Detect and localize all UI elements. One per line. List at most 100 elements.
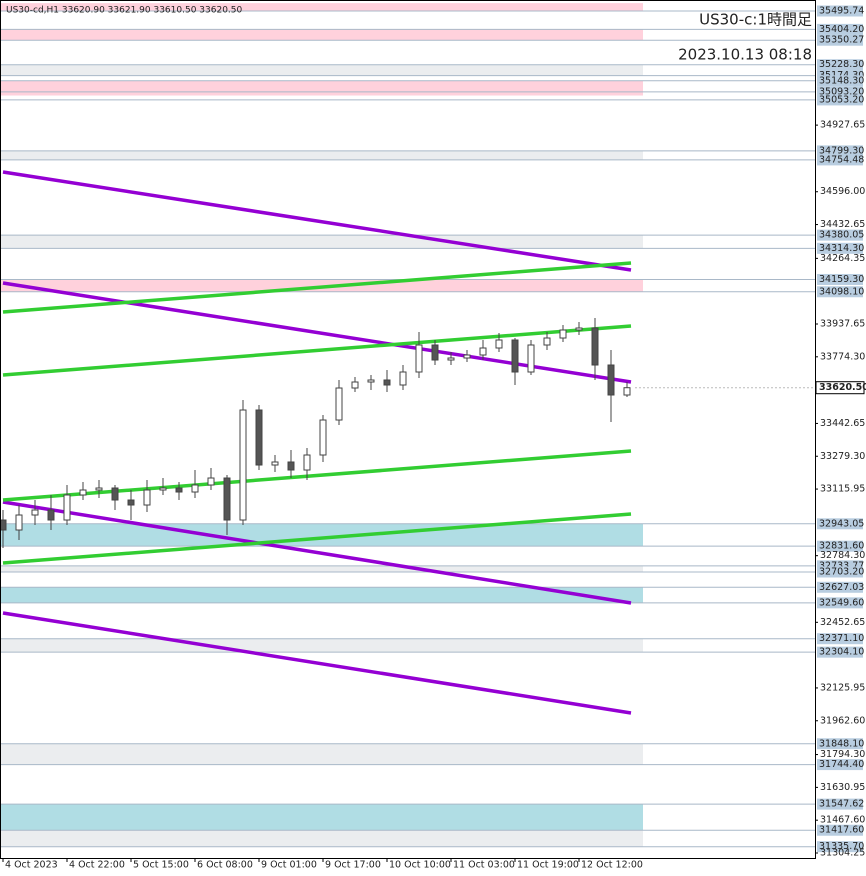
chart-title: US30-c:1時間足	[699, 11, 812, 29]
zone	[0, 235, 643, 249]
candle-body	[335, 387, 343, 421]
x-tick-label: 12 Oct 12:00	[581, 860, 643, 871]
axes: 35495.7435404.2035350.2735228.3035174.30…	[2, 5, 866, 871]
x-tick-label: 11 Oct 19:00	[517, 860, 579, 871]
level-label-box	[817, 75, 863, 87]
candle-body	[127, 499, 135, 506]
candle-body	[191, 484, 199, 493]
y-tick-label: 33774.30	[820, 351, 865, 362]
x-tick-label: 11 Oct 03:00	[453, 860, 515, 871]
level-label-box	[817, 5, 863, 17]
level-label: 31335.70	[819, 841, 864, 852]
level-label-box	[817, 145, 863, 157]
level-label: 32733.77	[819, 560, 864, 571]
level-label: 35495.74	[819, 6, 864, 17]
candle-body	[495, 339, 503, 349]
candle-body	[63, 494, 71, 521]
level-label: 31848.10	[819, 738, 864, 749]
candle-body	[559, 329, 567, 339]
level-label-box	[817, 229, 863, 241]
level-label: 32943.05	[819, 518, 864, 529]
candle-body	[207, 477, 215, 486]
level-label: 35228.30	[819, 59, 864, 70]
level-label-box	[817, 566, 863, 578]
x-tick-label: 5 Oct 15:00	[133, 860, 189, 871]
y-tick-label: 34927.65	[820, 120, 865, 131]
candle-body	[15, 514, 23, 531]
last-price-label: 33620.50	[819, 382, 866, 393]
chart-header: US30-cd,H1 33620.90 33621.90 33610.50 33…	[6, 6, 243, 16]
x-tick-label: 6 Oct 08:00	[197, 860, 253, 871]
candle-body	[607, 364, 615, 396]
level-label-box	[817, 841, 863, 853]
candle-body	[399, 371, 407, 386]
level-label-box	[817, 23, 863, 35]
trend-line	[2, 324, 632, 377]
candle-body	[0, 519, 7, 531]
y-tick-label: 31630.95	[820, 782, 865, 793]
candle-body	[175, 487, 183, 493]
level-label-box	[817, 540, 863, 552]
x-tick-label: 10 Oct 10:00	[389, 860, 451, 871]
level-label: 34159.30	[819, 274, 864, 285]
level-label: 31547.62	[819, 799, 864, 810]
level-label: 34098.10	[819, 286, 864, 297]
trend-line	[2, 170, 632, 272]
trend-line	[2, 512, 632, 565]
candle-body	[351, 381, 359, 389]
candle-body	[303, 454, 311, 471]
level-label-box	[817, 560, 863, 572]
y-tick-label: 34596.00	[820, 186, 865, 197]
y-tick-label: 33442.65	[820, 418, 865, 429]
level-label-box	[817, 759, 863, 771]
level-label: 32304.10	[819, 647, 864, 658]
candle-body	[447, 357, 455, 361]
x-tick-label: 4 Oct 2023	[5, 860, 58, 871]
candle-body	[255, 409, 263, 466]
candle-body	[591, 327, 599, 366]
level-label-box	[817, 59, 863, 71]
zone	[0, 565, 643, 572]
level-label-box	[817, 798, 863, 810]
candle-body	[159, 487, 167, 491]
level-label-box	[817, 242, 863, 254]
level-label: 35404.20	[819, 24, 864, 35]
zone	[0, 150, 643, 160]
candle-body	[111, 487, 119, 501]
y-tick-label: 34264.35	[820, 253, 865, 264]
level-label: 35350.27	[819, 35, 864, 46]
candle-body	[31, 509, 39, 516]
y-tick-label: 31962.60	[820, 715, 865, 726]
zone	[0, 743, 643, 765]
level-label-box	[817, 824, 863, 836]
candle-body	[239, 409, 247, 521]
candle-body	[271, 461, 279, 466]
candle-body	[479, 347, 487, 356]
candle-body	[287, 461, 295, 471]
candle-body	[415, 344, 423, 373]
y-tick-label: 31794.30	[820, 749, 865, 760]
trend-line	[2, 261, 632, 314]
zone	[0, 638, 643, 653]
y-tick-label: 32125.95	[820, 682, 865, 693]
chart-subtitle: 2023.10.13 08:18	[678, 46, 812, 64]
zone	[0, 830, 643, 847]
y-tick-label: 31467.60	[820, 815, 865, 826]
level-label: 32831.60	[819, 541, 864, 552]
level-label: 34799.30	[819, 145, 864, 156]
zone	[0, 64, 643, 76]
level-label-box	[817, 633, 863, 645]
level-label-box	[817, 581, 863, 593]
level-label: 35148.30	[819, 75, 864, 86]
level-label-box	[817, 154, 863, 166]
trend-line	[2, 500, 632, 605]
level-label: 32549.60	[819, 597, 864, 608]
candle-body	[431, 344, 439, 361]
candle-body	[319, 419, 327, 456]
level-label: 31744.40	[819, 759, 864, 770]
candle-body	[511, 339, 519, 373]
level-label: 34754.48	[819, 154, 864, 165]
level-label-box	[817, 34, 863, 46]
candle-body	[527, 344, 535, 373]
